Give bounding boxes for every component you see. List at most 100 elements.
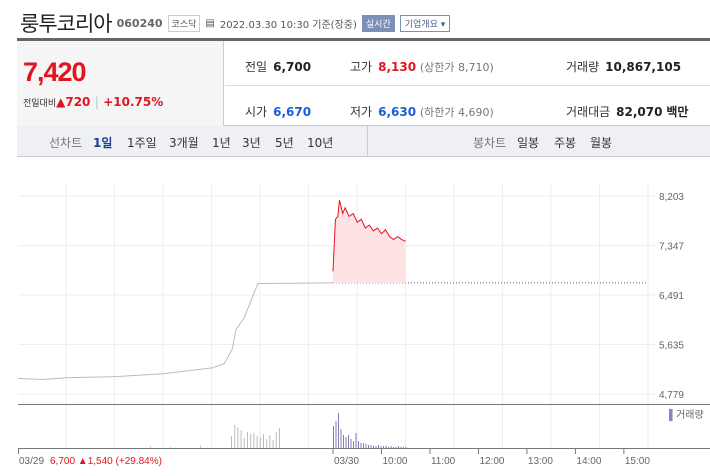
volume-bar <box>378 445 379 448</box>
volume-bar <box>350 439 352 448</box>
tab-10y[interactable]: 10년 <box>307 136 334 150</box>
change-label: 전일대비 <box>23 99 57 109</box>
volume-bar <box>338 413 339 448</box>
tab-5y[interactable]: 5년 <box>275 136 294 150</box>
tab-monthly[interactable]: 월봉 <box>590 136 613 150</box>
calendar-icon: ▤ <box>205 17 215 29</box>
high-price: 고가 8,130 (상한가 8,710) <box>350 60 494 74</box>
volume-bar <box>333 426 334 448</box>
y-tick-label: 7,347 <box>659 242 684 253</box>
volume-bar <box>385 446 387 448</box>
up-triangle-icon: ▲ <box>56 95 66 109</box>
x-tick-label: 15:00 <box>625 456 650 467</box>
chart-tabs: 선차트 1일 1주일 3개월 1년 3년 5년 10년 봉차트 일봉 주봉 월봉 <box>17 126 710 157</box>
trade-amount: 거래대금 82,070 백만 <box>566 105 689 119</box>
volume-bar <box>363 443 364 448</box>
tab-1w[interactable]: 1주일 <box>127 136 157 150</box>
volume-bar <box>259 437 261 448</box>
x-tick-label: 03/30 <box>334 456 359 467</box>
company-info-label: 기업개요 <box>404 19 438 30</box>
volume-bar <box>266 439 268 448</box>
realtime-button[interactable]: 실시간 <box>361 14 395 32</box>
stock-title: 룽투코리아 060240 코스닥 ▤ 2022.03.30 10:30 기준(장… <box>20 8 451 38</box>
volume-bar <box>170 447 171 448</box>
change-value: 720 <box>65 95 91 109</box>
volume-bar <box>250 434 252 448</box>
volume-bar <box>368 445 369 448</box>
volume-legend: ▌거래량 <box>669 408 704 422</box>
price-area-fill <box>333 200 406 283</box>
y-tick-label: 5,635 <box>659 341 684 352</box>
volume-bar <box>355 433 357 448</box>
tab-1d[interactable]: 1일 <box>93 136 113 150</box>
x-tick-label: 10:00 <box>382 456 407 467</box>
candle-chart-label: 봉차트 <box>473 136 507 150</box>
volume-bar <box>345 437 347 448</box>
volume-bar <box>340 429 342 448</box>
volume-bar <box>253 433 255 448</box>
tab-3m[interactable]: 3개월 <box>169 136 199 150</box>
volume-bar <box>373 446 374 448</box>
volume-bar <box>243 438 245 448</box>
volume-bar <box>375 446 377 448</box>
volume-bar <box>388 447 389 448</box>
prev-day-price-line <box>17 282 334 380</box>
y-tick-label: 6,491 <box>659 291 684 302</box>
tab-3y[interactable]: 3년 <box>242 136 261 150</box>
volume-bar <box>234 425 236 448</box>
x-tick-label: 14:00 <box>576 456 601 467</box>
line-chart-label: 선차트 <box>49 136 83 150</box>
volume-bar <box>237 427 239 448</box>
volume-bar <box>365 444 367 448</box>
stock-code: 060240 <box>116 16 163 30</box>
prev-day-summary: 6,700 ▲1,540 (+29.84%) <box>50 456 162 467</box>
volume-bar <box>272 440 274 448</box>
volume-bar <box>370 445 372 448</box>
x-tick-label: 13:00 <box>528 456 553 467</box>
volume-bar <box>275 432 277 448</box>
volume-bar <box>353 441 354 448</box>
volume-bar <box>335 421 337 448</box>
current-price: 7,420 <box>23 57 87 87</box>
x-tick-label: 12:00 <box>479 456 504 467</box>
volume-bar <box>380 446 382 448</box>
volume-bar <box>240 430 242 448</box>
quote-summary: 7,420 전일대비▲720 | +10.75% 전일 6,700 시가 6,670… <box>17 38 710 126</box>
volume-bar <box>231 436 232 448</box>
stock-name: 룽투코리아 <box>20 12 113 36</box>
volume-bar <box>360 443 362 448</box>
low-price: 저가 6,630 (하한가 4,690) <box>350 105 494 119</box>
volume-bar <box>200 445 201 448</box>
volume-bar <box>150 446 151 448</box>
volume-bar <box>398 446 399 448</box>
trade-volume: 거래량 10,867,105 <box>566 60 682 74</box>
volume-bar <box>383 446 384 448</box>
volume-bar <box>263 434 264 448</box>
volume-bar <box>395 447 397 448</box>
company-info-dropdown[interactable]: 기업개요 ▾ <box>399 14 451 32</box>
open-price: 시가 6,670 <box>245 105 312 119</box>
quote-datetime: 2022.03.30 10:30 기준(장중) <box>219 19 357 31</box>
volume-bar <box>403 447 404 448</box>
volume-bar <box>343 435 344 448</box>
volume-bar <box>405 447 407 448</box>
x-tick-label: 11:00 <box>431 456 456 467</box>
volume-bar <box>256 436 258 448</box>
tab-1y[interactable]: 1년 <box>212 136 231 150</box>
volume-bar <box>358 441 359 448</box>
tab-daily[interactable]: 일봉 <box>517 136 540 150</box>
volume-bar <box>393 447 394 448</box>
chevron-down-icon: ▾ <box>440 19 446 30</box>
volume-bar <box>390 446 392 448</box>
y-tick-label: 8,203 <box>659 192 684 203</box>
prev-close: 전일 6,700 <box>245 60 312 74</box>
change-pct: +10.75% <box>103 95 164 109</box>
volume-bar <box>269 435 271 448</box>
volume-bar <box>400 447 402 448</box>
volume-bar <box>279 428 280 448</box>
tab-weekly[interactable]: 주봉 <box>554 136 577 150</box>
today-price-line <box>332 200 406 272</box>
prev-day-label: 03/29 <box>19 456 44 467</box>
price-change: 전일대비▲720 | +10.75% <box>23 95 164 109</box>
